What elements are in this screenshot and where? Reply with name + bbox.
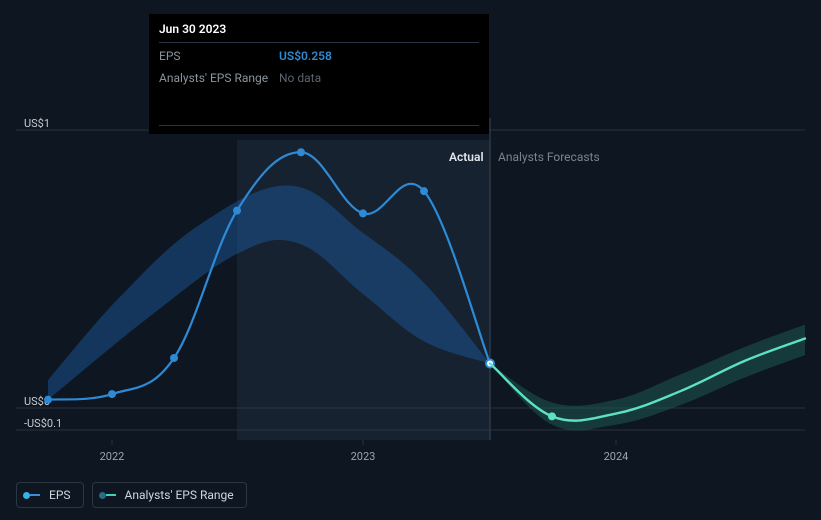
svg-text:US$1: US$1 bbox=[24, 117, 50, 130]
svg-text:2024: 2024 bbox=[604, 450, 629, 463]
tooltip-date: Jun 30 2023 bbox=[149, 14, 489, 42]
svg-text:-US$0.1: -US$0.1 bbox=[24, 417, 62, 430]
tooltip-label: EPS bbox=[159, 49, 279, 63]
legend-label: Analysts' EPS Range bbox=[125, 488, 234, 502]
legend-line-icon bbox=[30, 494, 40, 496]
legend-swatch bbox=[101, 491, 117, 499]
legend-dot-icon bbox=[23, 492, 30, 499]
chart-tooltip: Jun 30 2023 EPS US$0.258 Analysts' EPS R… bbox=[149, 14, 489, 134]
svg-text:2022: 2022 bbox=[100, 450, 125, 463]
svg-text:2023: 2023 bbox=[351, 450, 376, 463]
legend-line-icon bbox=[106, 494, 116, 496]
tooltip-row: EPS US$0.258 bbox=[149, 45, 489, 67]
tooltip-label: Analysts' EPS Range bbox=[159, 71, 279, 85]
legend-item-eps[interactable]: EPS bbox=[16, 482, 84, 508]
region-label-forecast: Analysts Forecasts bbox=[498, 150, 600, 164]
tooltip-value: US$0.258 bbox=[279, 49, 332, 63]
legend-swatch bbox=[25, 491, 41, 499]
legend-item-analysts-range[interactable]: Analysts' EPS Range bbox=[92, 482, 247, 508]
tooltip-row: Analysts' EPS Range No data bbox=[149, 67, 489, 89]
tooltip-value: No data bbox=[279, 71, 321, 85]
chart-container: US$1US$0-US$0.1202220232024 Jun 30 2023 … bbox=[0, 0, 821, 520]
legend-label: EPS bbox=[49, 488, 71, 502]
region-label-actual: Actual bbox=[449, 150, 484, 164]
legend: EPS Analysts' EPS Range bbox=[16, 482, 247, 508]
legend-dot-icon bbox=[99, 492, 106, 499]
